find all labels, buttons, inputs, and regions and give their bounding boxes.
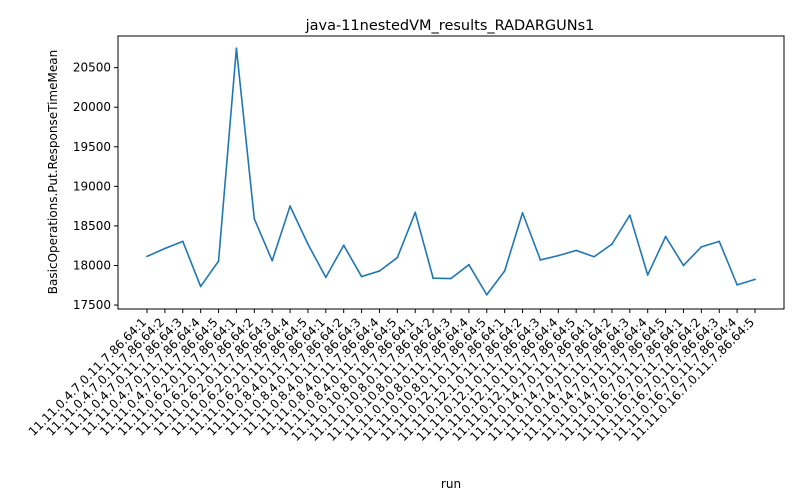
data-point [414, 211, 417, 214]
series-group [146, 47, 756, 296]
y-tick-label: 20000 [73, 100, 111, 114]
data-point [396, 256, 399, 259]
data-point [485, 293, 488, 296]
data-point [611, 243, 613, 246]
y-tick-label: 18000 [73, 258, 111, 272]
data-point [646, 274, 649, 276]
data-point [289, 205, 291, 208]
chart-title: java-11nestedVM_results_RADARGUNs1 [305, 18, 595, 34]
y-tick-label: 20500 [73, 61, 111, 75]
data-point [199, 285, 202, 288]
x-axis: 11.11.0.4.7.0.11.7.86.64:111.11.0.4.7.0.… [26, 309, 757, 444]
data-point [235, 47, 238, 50]
data-point [664, 235, 667, 238]
data-point [342, 244, 345, 247]
data-point [557, 254, 560, 257]
data-point [217, 260, 220, 263]
data-point [521, 211, 524, 214]
y-tick-label: 17500 [73, 298, 111, 312]
data-point [736, 283, 739, 286]
data-point [450, 277, 452, 280]
data-point [575, 249, 578, 252]
data-point [682, 264, 685, 267]
data-point [700, 245, 703, 248]
y-tick-label: 18500 [73, 219, 111, 233]
data-point [467, 263, 470, 266]
data-point [628, 214, 631, 217]
data-point [307, 243, 309, 246]
data-point [432, 277, 435, 280]
data-point [754, 278, 756, 281]
y-axis: 17500 18000 18500 19000 19500 20000 20500 [73, 61, 118, 312]
data-point [378, 270, 381, 272]
data-point [181, 240, 184, 243]
y-tick-label: 19000 [73, 179, 111, 193]
data-point [324, 276, 327, 279]
data-point [146, 255, 148, 258]
data-point [163, 247, 166, 250]
y-tick-label: 19500 [73, 140, 111, 154]
data-point [271, 259, 274, 262]
x-axis-label: run [441, 477, 461, 491]
data-point [718, 240, 721, 243]
y-axis-label: BasicOperations.Put.ResponseTimeMean [46, 50, 60, 294]
data-point [539, 259, 542, 261]
data-point [593, 255, 595, 258]
data-point [360, 275, 363, 278]
data-point [253, 217, 256, 220]
data-point [503, 270, 506, 272]
